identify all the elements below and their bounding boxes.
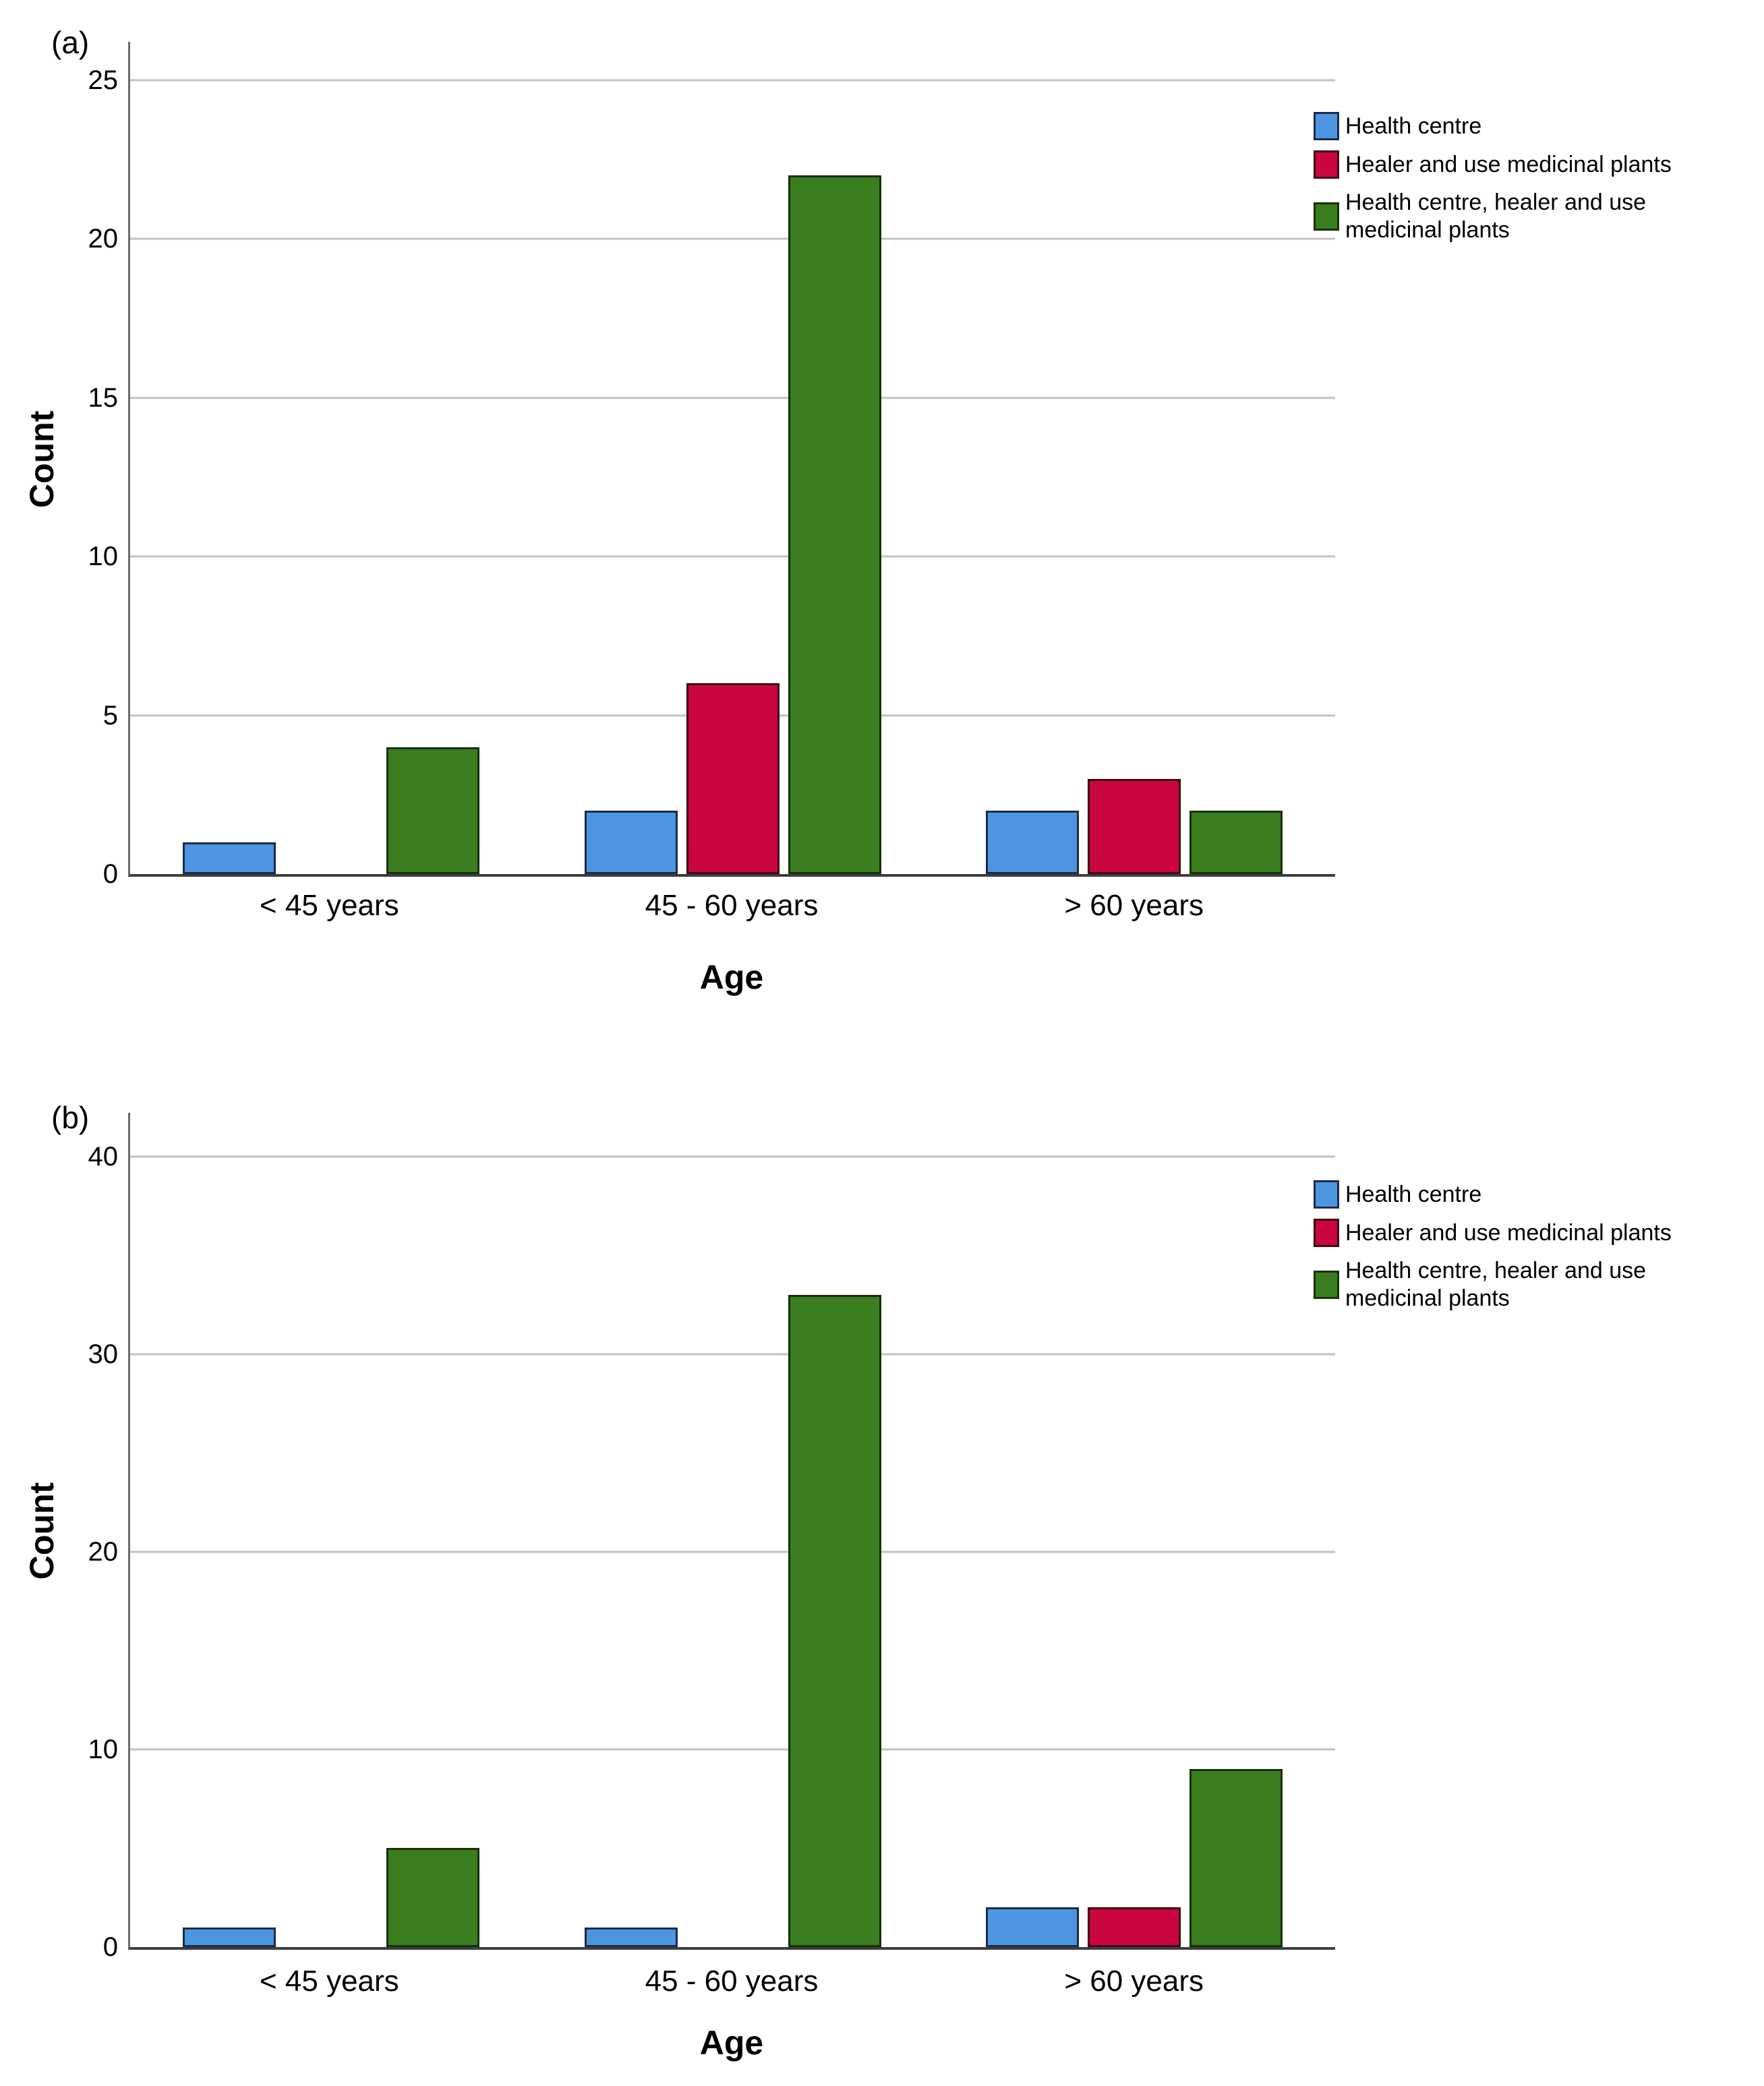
bar-group-a-45-60 <box>532 42 934 874</box>
category-label-b-45-60: 45 - 60 years <box>645 1965 819 1998</box>
x-axis-title-a: Age <box>699 958 764 996</box>
bar-groups-b <box>130 1113 1335 1947</box>
bar-b-lt45-both <box>386 1848 479 1947</box>
gridline-a-20 <box>130 237 1335 240</box>
legend-swatch-health-centre-icon <box>1314 112 1339 140</box>
bar-group-b-lt45 <box>130 1113 532 1947</box>
legend-label: Healer and use medicinal plants <box>1345 151 1672 177</box>
y-tick-label-b-20: 20 <box>88 1536 119 1567</box>
bar-a-lt45-health-centre <box>182 842 276 874</box>
bar-b-45-60-both <box>788 1294 881 1947</box>
y-tick-label-a-5: 5 <box>102 700 118 730</box>
x-category-labels-a: < 45 years 45 - 60 years > 60 years <box>128 889 1335 923</box>
legend-b: Health centre Healer and use medicinal p… <box>1314 1180 1745 1323</box>
category-label-b-gt60: > 60 years <box>1064 1965 1204 1998</box>
legend-label: Health centre <box>1345 1181 1482 1207</box>
bar-a-gt60-healer <box>1088 778 1181 874</box>
x-category-labels-b: < 45 years 45 - 60 years > 60 years <box>128 1965 1335 1998</box>
y-tick-label-b-40: 40 <box>88 1141 119 1171</box>
bar-b-gt60-health-centre <box>986 1907 1080 1947</box>
bar-a-45-60-health-centre <box>584 810 678 874</box>
bar-a-45-60-both <box>788 175 881 874</box>
y-axis-title-b: Count <box>23 1482 61 1580</box>
category-label-a-gt60: > 60 years <box>1064 889 1204 922</box>
bar-groups-a <box>130 42 1335 874</box>
gridline-a-15 <box>130 397 1335 399</box>
y-tick-label-b-10: 10 <box>88 1734 119 1764</box>
gridline-b-40 <box>130 1155 1335 1157</box>
category-label-b-lt45: < 45 years <box>259 1965 399 1998</box>
y-tick-label-a-15: 15 <box>88 382 119 413</box>
bar-a-gt60-both <box>1189 810 1283 874</box>
y-tick-label-a-0: 0 <box>102 859 118 889</box>
bar-group-b-gt60 <box>933 1113 1335 1947</box>
legend-swatch-healer-icon <box>1314 150 1339 179</box>
bar-b-gt60-healer <box>1088 1907 1181 1947</box>
gridline-a-25 <box>130 79 1335 82</box>
bar-b-gt60-both <box>1189 1769 1283 1947</box>
legend-item-health-centre: Health centre <box>1314 112 1745 140</box>
legend-item-health-centre: Health centre <box>1314 1180 1745 1209</box>
gridline-b-30 <box>130 1353 1335 1356</box>
category-label-a-lt45: < 45 years <box>259 889 399 922</box>
bar-a-gt60-health-centre <box>986 810 1080 874</box>
legend-label: Health centre, healer and use medicinal … <box>1345 190 1647 243</box>
y-tick-label-a-20: 20 <box>88 224 119 254</box>
legend-item-healer: Healer and use medicinal plants <box>1314 150 1745 179</box>
gridline-b-20 <box>130 1551 1335 1553</box>
bar-group-b-45-60 <box>532 1113 934 1947</box>
legend-label: Health centre, healer and use medicinal … <box>1345 1258 1647 1311</box>
bar-group-a-lt45 <box>130 42 532 874</box>
category-label-a-45-60: 45 - 60 years <box>645 889 819 922</box>
gridline-a-10 <box>130 555 1335 558</box>
y-tick-label-b-0: 0 <box>102 1932 118 1962</box>
y-tick-label-a-25: 25 <box>88 65 119 95</box>
y-axis-title-a: Count <box>23 410 61 509</box>
chart-b: (b) Count 0 10 20 30 40 <box>0 1052 1764 2086</box>
bar-a-lt45-both <box>386 747 479 874</box>
legend-swatch-both-icon <box>1314 202 1339 231</box>
y-tick-label-b-30: 30 <box>88 1339 119 1369</box>
legend-label: Health centre <box>1345 113 1482 139</box>
panel-label-a: (a) <box>51 25 90 60</box>
legend-item-both: Health centre, healer and use medicinal … <box>1314 189 1745 244</box>
plot-area-a: 0 5 10 15 20 25 <box>88 42 1335 888</box>
legend-swatch-both-icon <box>1314 1270 1339 1299</box>
chart-a: (a) Count 0 5 10 15 20 25 <box>23 25 1745 996</box>
x-axis-title-b: Age <box>699 2024 764 2062</box>
bar-b-lt45-health-centre <box>182 1927 276 1947</box>
gridline-b-10 <box>130 1748 1335 1751</box>
bar-a-45-60-healer <box>686 683 780 874</box>
y-tick-label-a-10: 10 <box>88 542 119 572</box>
panel-label-b: (b) <box>51 1100 90 1135</box>
legend-item-both: Health centre, healer and use medicinal … <box>1314 1257 1745 1312</box>
legend-item-healer: Healer and use medicinal plants <box>1314 1219 1745 1247</box>
legend-a: Health centre Healer and use medicinal p… <box>1314 112 1745 254</box>
plot-area-b: 0 10 20 30 40 <box>88 1113 1335 1961</box>
legend-swatch-healer-icon <box>1314 1219 1339 1247</box>
bar-b-45-60-health-centre <box>584 1927 678 1947</box>
legend-label: Healer and use medicinal plants <box>1345 1219 1672 1246</box>
bar-group-a-gt60 <box>933 42 1335 874</box>
legend-swatch-health-centre-icon <box>1314 1180 1339 1209</box>
